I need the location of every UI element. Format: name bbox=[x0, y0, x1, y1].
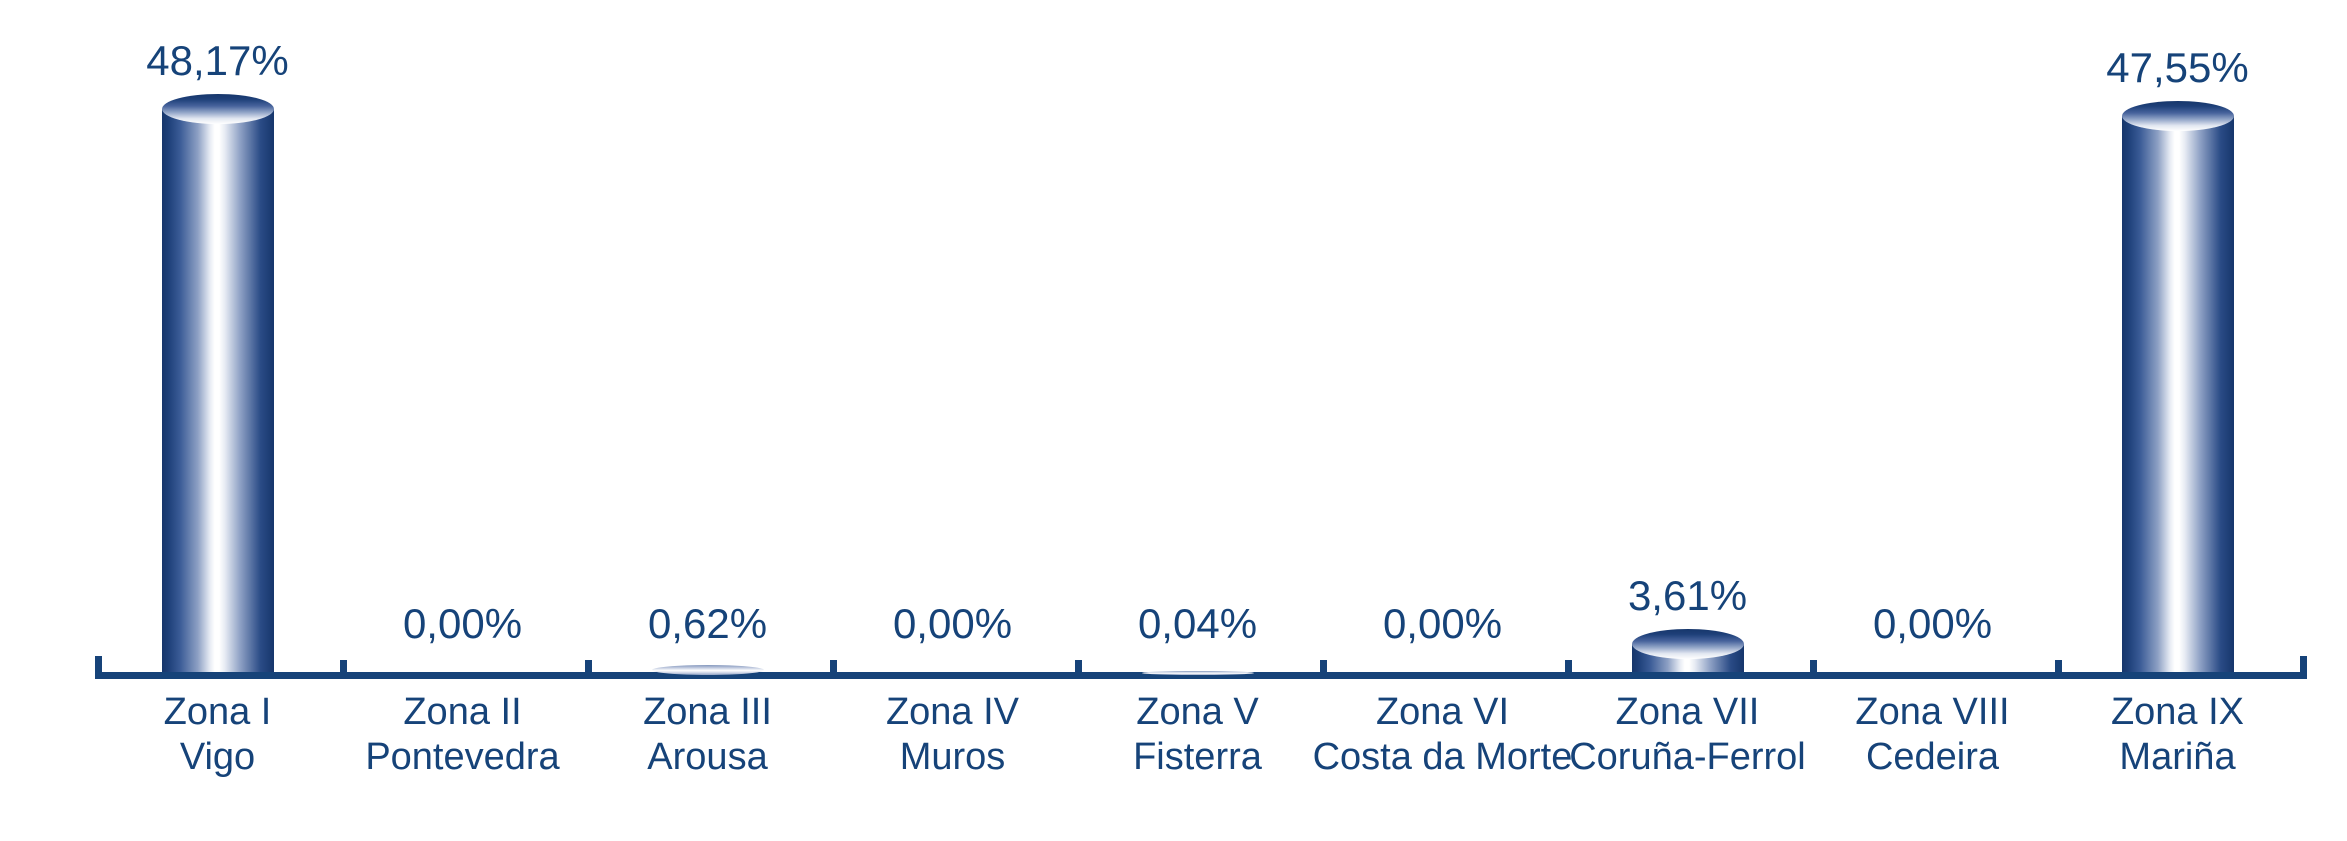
category-place-4: Muros bbox=[899, 736, 1006, 778]
value-label-1: 48,17% bbox=[146, 36, 289, 84]
x-axis-tick-6 bbox=[1565, 660, 1572, 672]
x-axis-tick-3 bbox=[830, 660, 837, 672]
value-label-8: 0,00% bbox=[1872, 600, 1993, 647]
category-place-6: Costa da Morte bbox=[1312, 736, 1573, 778]
bar-cylinder-top-1 bbox=[161, 93, 274, 124]
category-label-2: Zona II Pontevedra bbox=[323, 690, 603, 780]
value-label-3: 0,62% bbox=[647, 600, 768, 647]
category-place-1: Vigo bbox=[179, 736, 256, 778]
category-zone-3: Zona III bbox=[643, 691, 772, 733]
category-label-3: Zona III Arousa bbox=[568, 690, 848, 780]
category-place-8: Cedeira bbox=[1865, 736, 2000, 778]
category-zone-7: Zona VII bbox=[1615, 691, 1760, 733]
x-axis-line bbox=[95, 672, 2307, 679]
category-label-5: Zona V Fisterra bbox=[1058, 690, 1338, 780]
x-axis-tick-4 bbox=[1075, 660, 1082, 672]
category-zone-4: Zona IV bbox=[885, 691, 1020, 733]
value-label-5: 0,04% bbox=[1137, 600, 1258, 647]
category-label-7: Zona VII Coruña-Ferrol bbox=[1548, 690, 1828, 780]
category-place-9: Mariña bbox=[2119, 736, 2236, 778]
value-label-7: 3,61% bbox=[1627, 571, 1748, 619]
category-zone-6: Zona VI bbox=[1375, 691, 1510, 733]
x-axis-tick-5 bbox=[1320, 660, 1327, 672]
bar-cylinder-body-9 bbox=[2121, 116, 2234, 672]
bar-cylinder-top-9 bbox=[2121, 101, 2234, 132]
category-zone-8: Zona VIII bbox=[1855, 691, 2010, 733]
value-label-9: 47,55% bbox=[2106, 44, 2249, 92]
value-label-4: 0,00% bbox=[892, 600, 1013, 647]
category-label-9: Zona IX Mariña bbox=[2038, 690, 2318, 780]
x-axis-tick-1 bbox=[340, 660, 347, 672]
category-zone-1: Zona I bbox=[163, 691, 272, 733]
category-label-1: Zona I Vigo bbox=[78, 690, 358, 780]
category-zone-9: Zona IX bbox=[2110, 691, 2245, 733]
x-axis-tick-9 bbox=[2300, 656, 2307, 672]
category-zone-5: Zona V bbox=[1136, 691, 1259, 733]
category-label-8: Zona VIII Cedeira bbox=[1793, 690, 2073, 780]
category-place-7: Coruña-Ferrol bbox=[1569, 736, 1806, 778]
bar-cylinder-lens-3 bbox=[651, 665, 764, 675]
category-place-2: Pontevedra bbox=[365, 736, 560, 778]
x-axis-tick-2 bbox=[585, 660, 592, 672]
x-axis-tick-0 bbox=[95, 656, 102, 672]
category-label-6: Zona VI Costa da Morte bbox=[1303, 690, 1583, 780]
x-axis-tick-7 bbox=[1810, 660, 1817, 672]
category-zone-2: Zona II bbox=[403, 691, 522, 733]
category-place-3: Arousa bbox=[647, 736, 768, 778]
value-label-2: 0,00% bbox=[402, 600, 523, 647]
value-label-6: 0,00% bbox=[1382, 600, 1503, 647]
bar-cylinder-top-7 bbox=[1631, 628, 1744, 659]
category-place-5: Fisterra bbox=[1133, 736, 1262, 778]
x-axis-tick-8 bbox=[2055, 660, 2062, 672]
bar-cylinder-body-1 bbox=[161, 108, 274, 672]
category-label-4: Zona IV Muros bbox=[813, 690, 1093, 780]
bar-cylinder-lens-5 bbox=[1141, 671, 1254, 675]
